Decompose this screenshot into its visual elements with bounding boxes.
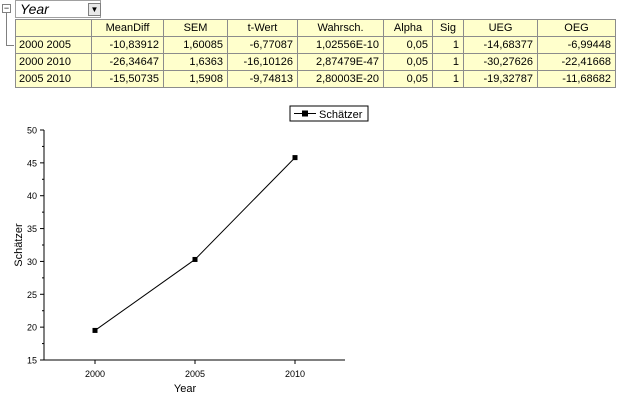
chart-legend: Schätzer <box>289 105 369 122</box>
line-chart: Schätzer 15 20 25 30 35 40 45 50 2000 2005 2010 Y… <box>13 105 369 395</box>
table-cell: 1,02556E-10 <box>297 36 384 54</box>
table-cell: -22,41668 <box>537 53 616 71</box>
x-tick-label: 2000 <box>85 369 105 379</box>
data-point <box>292 155 298 161</box>
legend-label: Schätzer <box>319 109 363 121</box>
table-row: 2000 2005 -10,83912 1,60085 -6,77087 1,0… <box>15 36 616 54</box>
table-cell: -9,74813 <box>227 70 298 88</box>
table-cell: -6,99448 <box>537 36 616 54</box>
x-tick-label: 2010 <box>285 369 305 379</box>
y-tick-label: 45 <box>27 158 37 168</box>
column-header: t-Wert <box>227 19 298 37</box>
table-cell: -19,32787 <box>463 70 538 88</box>
table-cell: -14,68377 <box>463 36 538 54</box>
table-cell: -26,34647 <box>91 53 164 71</box>
table-cell: 1 <box>432 70 464 88</box>
x-tick-label: 2005 <box>185 369 205 379</box>
legend-frame <box>289 105 369 122</box>
y-tick-label: 15 <box>27 356 37 366</box>
column-header <box>15 19 92 37</box>
table-cell: 0,05 <box>383 70 433 88</box>
x-ticks: 2000 2005 2010 <box>85 360 305 379</box>
column-header: UEG <box>463 19 538 37</box>
table-row: 2005 2010 -15,50735 1,5908 -9,74813 2,80… <box>15 70 616 88</box>
table-cell: -10,83912 <box>91 36 164 54</box>
column-header: SEM <box>163 19 228 37</box>
data-point <box>192 256 198 262</box>
row-label: 2000 2010 <box>15 53 92 71</box>
column-header: Alpha <box>383 19 433 37</box>
table-cell: 1,60085 <box>163 36 228 54</box>
tree-line <box>6 13 7 46</box>
column-header: MeanDiff <box>91 19 164 37</box>
plot-area <box>92 155 298 333</box>
table-cell: 2,87479E-47 <box>297 53 384 71</box>
y-tick-label: 20 <box>27 323 37 333</box>
table-cell: -11,68682 <box>537 70 616 88</box>
table-cell: -16,10126 <box>227 53 298 71</box>
column-header: Wahrsch. <box>297 19 384 37</box>
series-line <box>94 157 296 331</box>
table-row: 2000 2010 -26,34647 1,6363 -16,10126 2,8… <box>15 53 616 71</box>
y-ticks: 15 20 25 30 35 40 45 50 <box>27 126 44 366</box>
table-cell: 1,5908 <box>163 70 228 88</box>
y-axis-label: Schätzer <box>13 223 25 267</box>
table-cell: -6,77087 <box>227 36 298 54</box>
table-cell: -30,27626 <box>463 53 538 71</box>
table-cell: -15,50735 <box>91 70 164 88</box>
row-label: 2005 2010 <box>15 70 92 88</box>
year-selector-label: Year <box>20 1 49 17</box>
collapse-toggle[interactable]: − <box>2 3 11 13</box>
y-tick-label: 40 <box>27 191 37 201</box>
chevron-down-icon[interactable]: ▼ <box>88 3 101 16</box>
y-tick-label: 50 <box>27 126 37 136</box>
table-cell: 0,05 <box>383 36 433 54</box>
column-header: Sig <box>432 19 464 37</box>
y-tick-label: 30 <box>27 257 37 267</box>
y-tick-label: 35 <box>27 224 37 234</box>
row-label: 2000 2005 <box>15 36 92 54</box>
x-axis-label: Year <box>174 383 197 395</box>
table-header-row: MeanDiff SEM t-Wert Wahrsch. Alpha Sig U… <box>15 19 616 37</box>
table-cell: 2,80003E-20 <box>297 70 384 88</box>
y-tick-label: 25 <box>27 290 37 300</box>
results-table: MeanDiff SEM t-Wert Wahrsch. Alpha Sig U… <box>15 19 616 88</box>
column-header: OEG <box>537 19 616 37</box>
legend-marker <box>302 110 308 117</box>
table-cell: 1 <box>432 53 464 71</box>
tree-line <box>6 45 14 46</box>
data-point <box>92 327 98 333</box>
table-cell: 1 <box>432 36 464 54</box>
table-cell: 0,05 <box>383 53 433 71</box>
table-cell: 1,6363 <box>163 53 228 71</box>
